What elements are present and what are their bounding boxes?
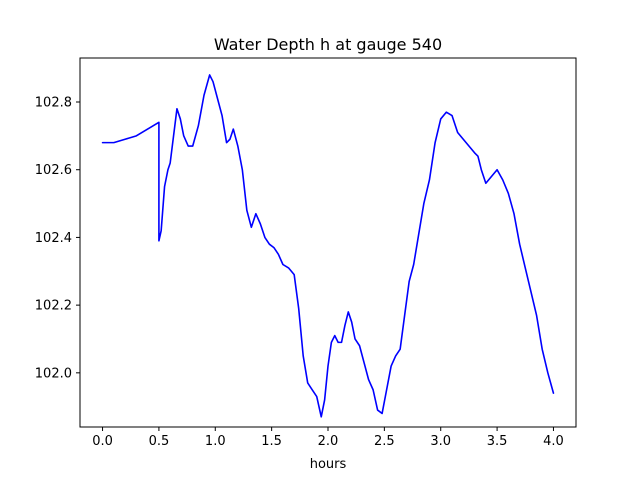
x-tick-label: 0.0 [92,434,113,449]
x-tick-label: 4.0 [543,434,564,449]
x-axis-label: hours [310,457,347,472]
y-tick-label: 102.8 [35,96,72,111]
x-axis: 0.0 0.5 1.0 1.5 2.0 2.5 3.0 3.5 4.0 [92,427,564,449]
y-tick-label: 102.2 [35,299,72,314]
x-tick-label: 1.0 [205,434,226,449]
x-tick-label: 3.0 [430,434,451,449]
x-tick-label: 1.5 [261,434,282,449]
x-tick-label: 2.0 [318,434,339,449]
x-tick-label: 3.5 [487,434,508,449]
x-tick-label: 2.5 [374,434,395,449]
y-tick-label: 102.6 [35,163,72,178]
x-tick-label: 0.5 [149,434,170,449]
series-layer [101,74,555,418]
y-tick-label: 102.4 [35,231,72,246]
series-line-0 [101,74,555,418]
chart-title: Water Depth h at gauge 540 [214,35,442,54]
y-axis: 102.0 102.2 102.4 102.6 102.8 [35,96,80,381]
y-tick-label: 102.0 [35,366,72,381]
